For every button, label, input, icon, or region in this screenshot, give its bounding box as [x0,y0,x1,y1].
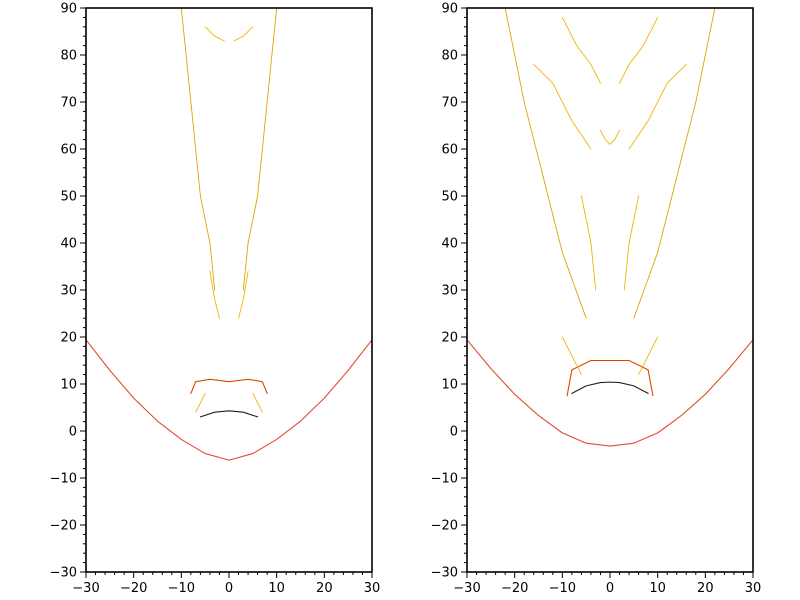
y-tick-label: −20 [50,519,77,534]
y-tick-label: 10 [441,378,458,393]
y-tick-label: 40 [60,237,77,252]
series-line-2 [566,359,654,397]
series-line-4 [633,7,716,319]
x-tick-label: 10 [649,581,666,596]
series-line-7 [209,270,220,319]
y-tick-label: 20 [60,331,77,346]
y-tick-label: 80 [441,49,458,64]
y-tick-label: −10 [50,472,77,487]
series-line-1 [199,410,259,418]
series-line-0 [466,339,754,447]
y-tick-label: −20 [431,519,458,534]
series-line-8 [238,270,249,319]
series-line-10 [623,195,640,291]
plot-frame [466,7,754,573]
x-tick-label: −30 [453,581,480,596]
series-line-3 [180,7,216,291]
series-line-6 [252,392,263,413]
series-line-5 [533,63,592,150]
y-tick-label: 50 [60,190,77,205]
x-tick-label: −10 [168,581,195,596]
y-tick-label: 30 [60,284,77,299]
x-tick-label: −30 [72,581,99,596]
series-line-6 [628,63,687,150]
y-tick-label: 10 [60,378,77,393]
y-tick-label: 0 [450,425,458,440]
y-tick-label: 80 [60,49,77,64]
series-line-13 [600,129,620,145]
x-tick-label: 20 [316,581,333,596]
series-line-10 [233,26,254,42]
y-tick-label: 70 [60,96,77,111]
series-line-2 [190,378,268,394]
y-tick-label: 20 [441,331,458,346]
y-tick-label: 90 [441,2,458,17]
series-line-3 [504,7,587,319]
series-line-9 [204,26,225,42]
y-tick-label: 50 [441,190,458,205]
series-line-11 [561,336,582,376]
series-line-5 [195,392,206,413]
x-tick-label: −20 [120,581,147,596]
x-tick-label: 30 [364,581,381,596]
y-tick-label: 0 [69,425,77,440]
right-plot-panel: −30 −20 −10 0 10 20 30 −30 −20 −10 0 10 20 30 40 50 60 70… [431,2,762,597]
x-tick-label: 30 [745,581,762,596]
y-tick-label: 60 [441,143,458,158]
series-line-8 [619,16,659,84]
x-tick-label: 10 [268,581,285,596]
x-tick-label: −10 [549,581,576,596]
y-tick-label: 90 [60,2,77,17]
y-tick-label: 60 [60,143,77,158]
series-line-7 [561,16,601,84]
series-line-0 [85,339,373,461]
series-line-12 [638,336,659,376]
y-tick-label: 40 [441,237,458,252]
y-tick-label: 30 [441,284,458,299]
y-tick-label: 70 [441,96,458,111]
x-tick-label: 0 [606,581,614,596]
x-tick-label: 0 [225,581,233,596]
x-tick-label: −20 [501,581,528,596]
series-line-9 [580,195,597,291]
plot-frame [85,7,373,573]
left-plot-panel: −30 −20 −10 0 10 20 30 −30 −20 −10 0 10 20 30 40 50 60 70… [50,2,381,597]
y-tick-label: −10 [431,472,458,487]
series-line-1 [571,381,649,394]
series-line-4 [242,7,278,291]
x-tick-label: 20 [697,581,714,596]
y-tick-label: −30 [431,566,458,581]
y-tick-label: −30 [50,566,77,581]
